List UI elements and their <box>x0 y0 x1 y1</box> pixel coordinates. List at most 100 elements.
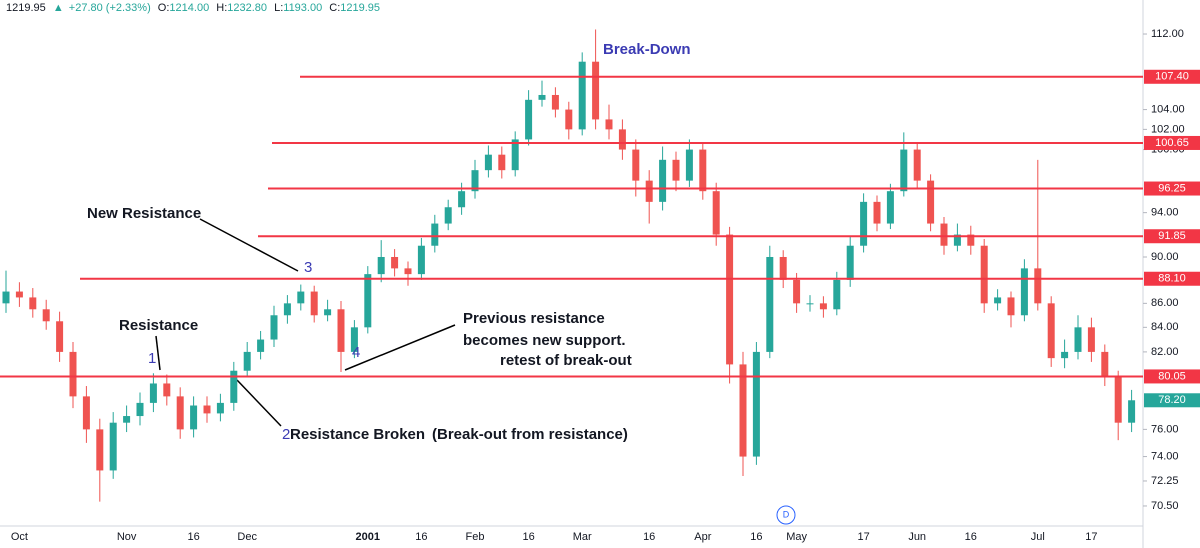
marker-circle[interactable] <box>776 505 796 525</box>
candle-body <box>900 149 908 192</box>
candle-body <box>1101 351 1109 378</box>
arrow <box>236 379 282 427</box>
candle-body <box>458 191 466 208</box>
candle-body <box>1128 400 1136 423</box>
candle-body <box>538 94 546 100</box>
y-tick-label: 104.00 <box>1151 103 1185 115</box>
candle-body <box>752 351 760 457</box>
header: 1219.95 ▲ +27.80 (+2.33%) O:1214.00 H:12… <box>6 2 380 14</box>
candle-body <box>283 303 291 316</box>
level-label-text: 80.05 <box>1158 370 1186 382</box>
x-tick-label: 2001 <box>356 531 380 543</box>
candle-body <box>913 149 921 181</box>
y-tick-label: 86.00 <box>1151 297 1179 309</box>
x-tick-label: 16 <box>965 531 977 543</box>
annotation: 3 <box>304 259 312 276</box>
level-label-text: 107.40 <box>1155 71 1189 83</box>
y-tick-label: 70.50 <box>1151 500 1179 512</box>
candle-body <box>739 364 747 457</box>
candle-body <box>337 309 345 352</box>
candle-body <box>927 180 935 224</box>
candle-body <box>391 256 399 269</box>
candle-body <box>551 94 559 110</box>
candle-body <box>82 396 90 430</box>
candle-body <box>149 383 157 403</box>
level-label-box <box>1144 135 1200 150</box>
y-tick-label: 82.00 <box>1151 346 1179 358</box>
level-label: 96.25 <box>1144 181 1200 196</box>
candle-body <box>793 279 801 304</box>
annotation: Resistance Broken <box>290 426 425 443</box>
candle-body <box>953 234 961 246</box>
candle-body <box>444 207 452 224</box>
candle-body <box>310 291 318 316</box>
ohlc-value: 1219.95 <box>340 2 380 14</box>
candle-body <box>605 119 613 130</box>
x-tick-label: May <box>786 531 807 543</box>
level-label-box <box>1144 271 1200 286</box>
x-tick-label: Feb <box>466 531 485 543</box>
level-label-box <box>1144 369 1200 384</box>
candle-body <box>779 256 787 280</box>
candle-body <box>592 61 600 120</box>
candle-body <box>766 256 774 352</box>
x-tick-label: 17 <box>857 531 869 543</box>
candle-body <box>833 279 841 310</box>
change: +27.80 (+2.33%) <box>69 2 151 14</box>
annotation: becomes new support. <box>463 332 626 349</box>
marker[interactable]: D <box>783 509 790 519</box>
candle-body <box>1007 297 1015 316</box>
annotation: Resistance <box>119 317 198 334</box>
y-tick-label: 90.00 <box>1151 251 1179 263</box>
candle-body <box>123 416 131 423</box>
candle-body <box>886 191 894 224</box>
level-label: 107.40 <box>1144 69 1200 84</box>
annotation: 2 <box>282 426 290 443</box>
candle-body <box>190 405 198 430</box>
ohlc-label: H: <box>216 2 227 14</box>
x-tick-label: Oct <box>11 531 28 543</box>
x-tick-label: 16 <box>187 531 199 543</box>
annotation: retest of break-out <box>500 352 632 369</box>
candle-body <box>685 149 693 181</box>
candle-body <box>96 429 104 471</box>
candle-body <box>431 223 439 246</box>
annotation: (Break-out from resistance) <box>432 426 628 443</box>
x-tick-label: Mar <box>573 531 592 543</box>
level-label-text: 100.65 <box>1155 137 1189 149</box>
candle-body <box>297 291 305 304</box>
candle-body <box>819 303 827 310</box>
candle-body <box>860 201 868 246</box>
last-price: 1219.95 <box>6 2 46 14</box>
y-tick-label: 94.00 <box>1151 207 1179 219</box>
candle-body <box>511 139 519 171</box>
level-label-text: 96.25 <box>1158 182 1186 194</box>
candle-body <box>1114 377 1122 423</box>
candle-body <box>994 297 1002 304</box>
candle-body <box>15 291 23 298</box>
y-tick-label: 76.00 <box>1151 423 1179 435</box>
candle-body <box>967 234 975 246</box>
candle-body <box>1034 268 1042 304</box>
x-tick-label: 16 <box>415 531 427 543</box>
y-tick-label: 74.00 <box>1151 450 1179 462</box>
candle-body <box>873 201 881 224</box>
annotation: 4 <box>352 344 360 361</box>
candle-body <box>726 234 734 365</box>
candle-body <box>498 154 506 171</box>
ohlc-value: 1214.00 <box>169 2 209 14</box>
candle-body <box>846 245 854 280</box>
candle-body <box>243 351 251 371</box>
candle-body <box>565 109 573 130</box>
candle-body <box>1087 327 1095 352</box>
ohlc-label: C: <box>329 2 340 14</box>
x-tick-label: Jul <box>1031 531 1045 543</box>
change-icon: ▲ <box>53 2 64 14</box>
y-tick-label: 72.25 <box>1151 475 1179 487</box>
candle-body <box>632 149 640 181</box>
candle-body <box>525 99 533 140</box>
arrow <box>344 324 456 371</box>
candle-body <box>109 422 117 471</box>
candle-body <box>1047 303 1055 359</box>
